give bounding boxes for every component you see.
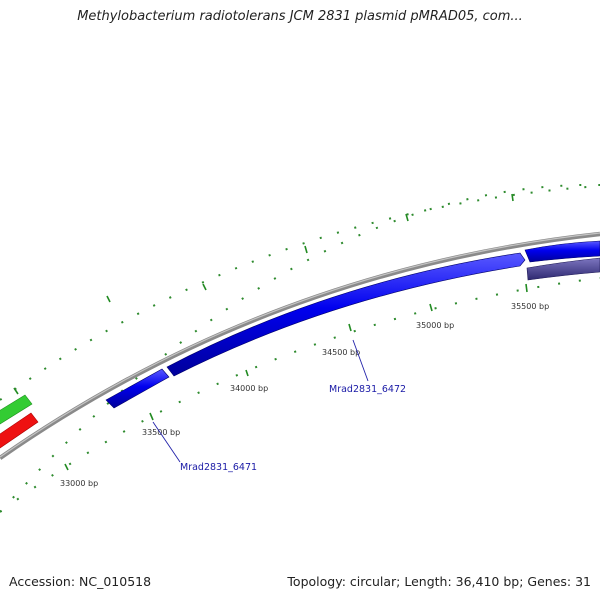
inner-tick [245, 369, 249, 377]
outer-tick [106, 295, 111, 303]
accession-label: Accession: NC_010518 [9, 574, 152, 589]
inner-tick [64, 463, 69, 471]
tick-label-34000: 34000 bp [230, 384, 268, 393]
gene-label-leader [152, 421, 181, 463]
outer-tick [511, 193, 514, 202]
tick-label-34500: 34500 bp [322, 348, 360, 357]
outer-tick [202, 283, 207, 291]
gene-label-leader [352, 339, 369, 382]
outer-tick [405, 213, 409, 222]
inner-tick [525, 283, 528, 293]
tick-label-35000: 35000 bp [416, 321, 454, 330]
gene-arrow-6472 [166, 252, 526, 377]
red-feature [0, 412, 39, 449]
gene-label-6471[interactable]: Mrad2831_6471 [180, 462, 257, 473]
outer-tick [304, 245, 308, 254]
reverse-gene-arrow [526, 257, 600, 281]
tick-label-35500: 35500 bp [511, 302, 549, 311]
gene-arrow-next [524, 240, 600, 263]
tick-label-33000: 33000 bp [60, 479, 98, 488]
inner-tick [429, 303, 433, 312]
outer-tick-ring [0, 183, 600, 513]
inner-tick [149, 412, 154, 421]
inner-tick [348, 323, 352, 332]
green-feature [0, 394, 33, 425]
inner-tick-ring [0, 277, 600, 513]
gene-arrow-6471 [105, 368, 170, 409]
tick-label-33500: 33500 bp [142, 428, 180, 437]
map-title: Methylobacterium radiotolerans JCM 2831 … [77, 9, 523, 24]
topology-summary: Topology: circular; Length: 36,410 bp; G… [287, 574, 591, 589]
backbone-arc [0, 231, 600, 460]
gene-label-6472[interactable]: Mrad2831_6472 [329, 384, 406, 395]
